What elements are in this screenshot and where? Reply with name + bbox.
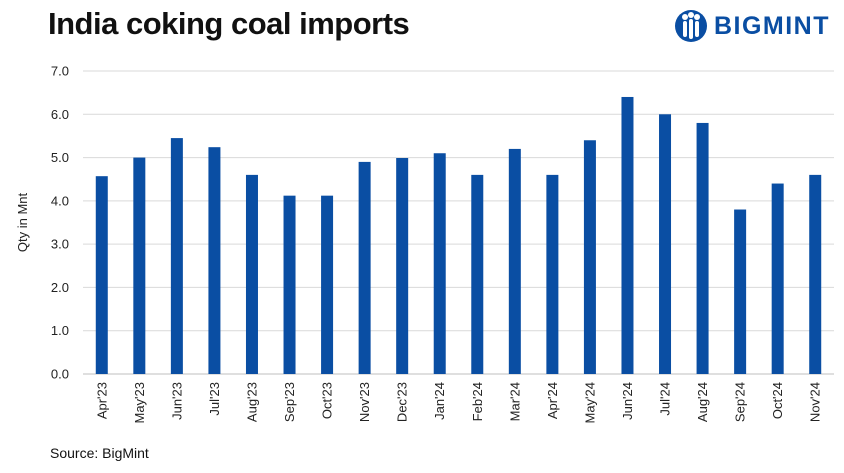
bar: [508, 148, 521, 374]
x-tick-label: May'24: [582, 382, 597, 424]
x-tick-label: Feb'24: [470, 382, 485, 421]
y-tick-label: 5.0: [51, 150, 69, 165]
x-tick-label: Oct'24: [770, 382, 785, 419]
y-tick-label: 1.0: [51, 323, 69, 338]
bar: [133, 157, 146, 374]
bar: [659, 114, 672, 375]
x-tick-label: Apr'24: [545, 382, 560, 419]
x-tick-label: Sep'23: [282, 382, 297, 422]
x-tick-labels: Apr'23 May'23 Jun'23 Jul'23 Aug'23 Sep'23 Oct'…: [94, 382, 822, 424]
grid-lines: [83, 70, 834, 375]
y-axis-label: Qty in Mnt: [15, 193, 30, 253]
bar: [771, 183, 784, 374]
bar: [809, 174, 822, 374]
x-tick-label: Nov'24: [808, 382, 823, 422]
y-tick-label: 6.0: [51, 107, 69, 122]
x-tick-label: Jul'23: [207, 382, 222, 416]
x-tick-label: Jan'24: [432, 382, 447, 420]
logo-text: BIGMINT: [713, 11, 830, 40]
bar: [583, 140, 596, 374]
bar: [396, 158, 409, 374]
y-tick-label: 7.0: [51, 64, 69, 79]
x-tick-label: Nov'23: [357, 382, 372, 422]
x-tick-label: Jul'24: [658, 382, 673, 416]
bar: [358, 161, 371, 374]
x-tick-label: Jun'24: [620, 382, 635, 420]
bar: [621, 96, 634, 374]
x-tick-label: Aug'24: [695, 382, 710, 422]
bar: [433, 153, 446, 374]
x-tick-label: Apr'23: [94, 382, 109, 419]
bar: [734, 209, 747, 374]
bar: [95, 176, 108, 374]
bars: [95, 96, 822, 375]
bar: [170, 138, 183, 374]
x-tick-label: Dec'23: [395, 382, 410, 422]
y-tick-label: 4.0: [51, 193, 69, 208]
source-note: Source: BigMint: [50, 445, 149, 461]
bar: [471, 174, 484, 374]
y-tick-label: 0.0: [51, 367, 69, 382]
bar: [245, 174, 258, 374]
bar: [283, 195, 296, 374]
bar: [321, 195, 334, 374]
x-tick-label: Sep'24: [733, 382, 748, 422]
x-tick-label: Jun'23: [169, 382, 184, 420]
x-tick-label: Aug'23: [244, 382, 259, 422]
y-tick-label: 2.0: [51, 280, 69, 295]
bar: [696, 122, 709, 374]
x-tick-label: Mar'24: [507, 382, 522, 421]
bar: [546, 174, 559, 374]
y-tick-labels: 0.0 1.0 2.0 3.0 4.0 5.0 6.0 7.0: [51, 64, 69, 382]
bigmint-people-icon: [674, 10, 707, 42]
y-tick-label: 3.0: [51, 237, 69, 252]
x-tick-label: Oct'23: [320, 382, 335, 419]
bar: [208, 147, 221, 374]
chart-title: India coking coal imports: [48, 6, 410, 41]
x-tick-label: May'23: [132, 382, 147, 424]
bigmint-logo: BIGMINT: [674, 6, 830, 46]
